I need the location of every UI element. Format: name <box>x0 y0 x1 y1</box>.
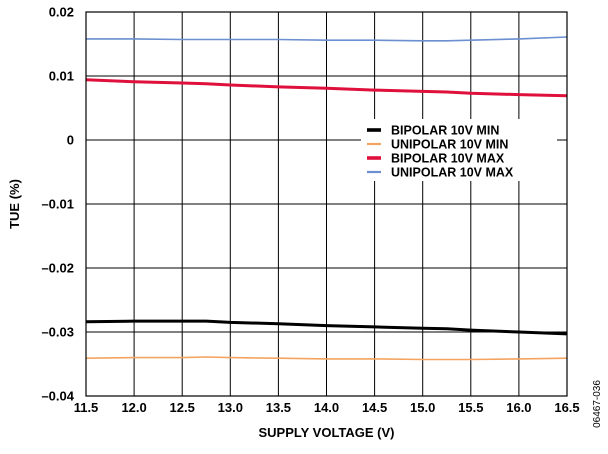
y-tick-label: 0.02 <box>49 5 74 20</box>
y-tick-label: –0.02 <box>41 261 74 276</box>
y-axis-title: TUE (%) <box>7 179 22 229</box>
y-tick-label: –0.01 <box>41 197 74 212</box>
legend-background <box>361 119 557 181</box>
legend-label: BIPOLAR 10V MIN <box>391 124 499 138</box>
x-tick-label: 14.0 <box>314 400 339 415</box>
x-axis-title: SUPPLY VOLTAGE (V) <box>258 425 394 440</box>
x-tick-label: 15.5 <box>458 400 483 415</box>
legend-label: UNIPOLAR 10V MIN <box>391 138 508 152</box>
x-tick-label: 12.0 <box>121 400 146 415</box>
y-tick-label: 0 <box>67 133 74 148</box>
grid <box>85 11 568 397</box>
x-tick-label: 13.0 <box>218 400 243 415</box>
y-tick-label: 0.01 <box>49 69 74 84</box>
y-tick-labels: 0.02 0.01 0 –0.01 –0.02 –0.03 –0.04 <box>41 5 74 404</box>
x-tick-label: 16.0 <box>506 400 531 415</box>
y-tick-label: –0.03 <box>41 325 74 340</box>
figure-id: 06467-036 <box>592 380 603 428</box>
y-tick-label: –0.04 <box>41 389 74 404</box>
legend-label: BIPOLAR 10V MAX <box>391 152 505 166</box>
x-tick-label: 15.0 <box>410 400 435 415</box>
x-tick-label: 11.5 <box>74 400 99 415</box>
x-tick-label: 14.5 <box>362 400 387 415</box>
x-tick-label: 16.5 <box>554 400 579 415</box>
x-tick-label: 12.5 <box>170 400 195 415</box>
legend-label: UNIPOLAR 10V MAX <box>391 166 514 180</box>
plot-frame <box>85 11 568 397</box>
series-line-bipolar-10v-min <box>85 319 568 336</box>
x-tick-label: 13.5 <box>266 400 291 415</box>
series-lines <box>85 36 568 361</box>
series-line-bipolar-10v-max <box>85 78 568 98</box>
series-line-unipolar-10v-max <box>86 36 568 42</box>
series-line-unipolar-10v-min <box>85 356 568 361</box>
x-tick-labels: 11.5 12.0 12.5 13.0 13.5 14.0 14.5 15.0 15.5 16.0… <box>74 400 580 415</box>
